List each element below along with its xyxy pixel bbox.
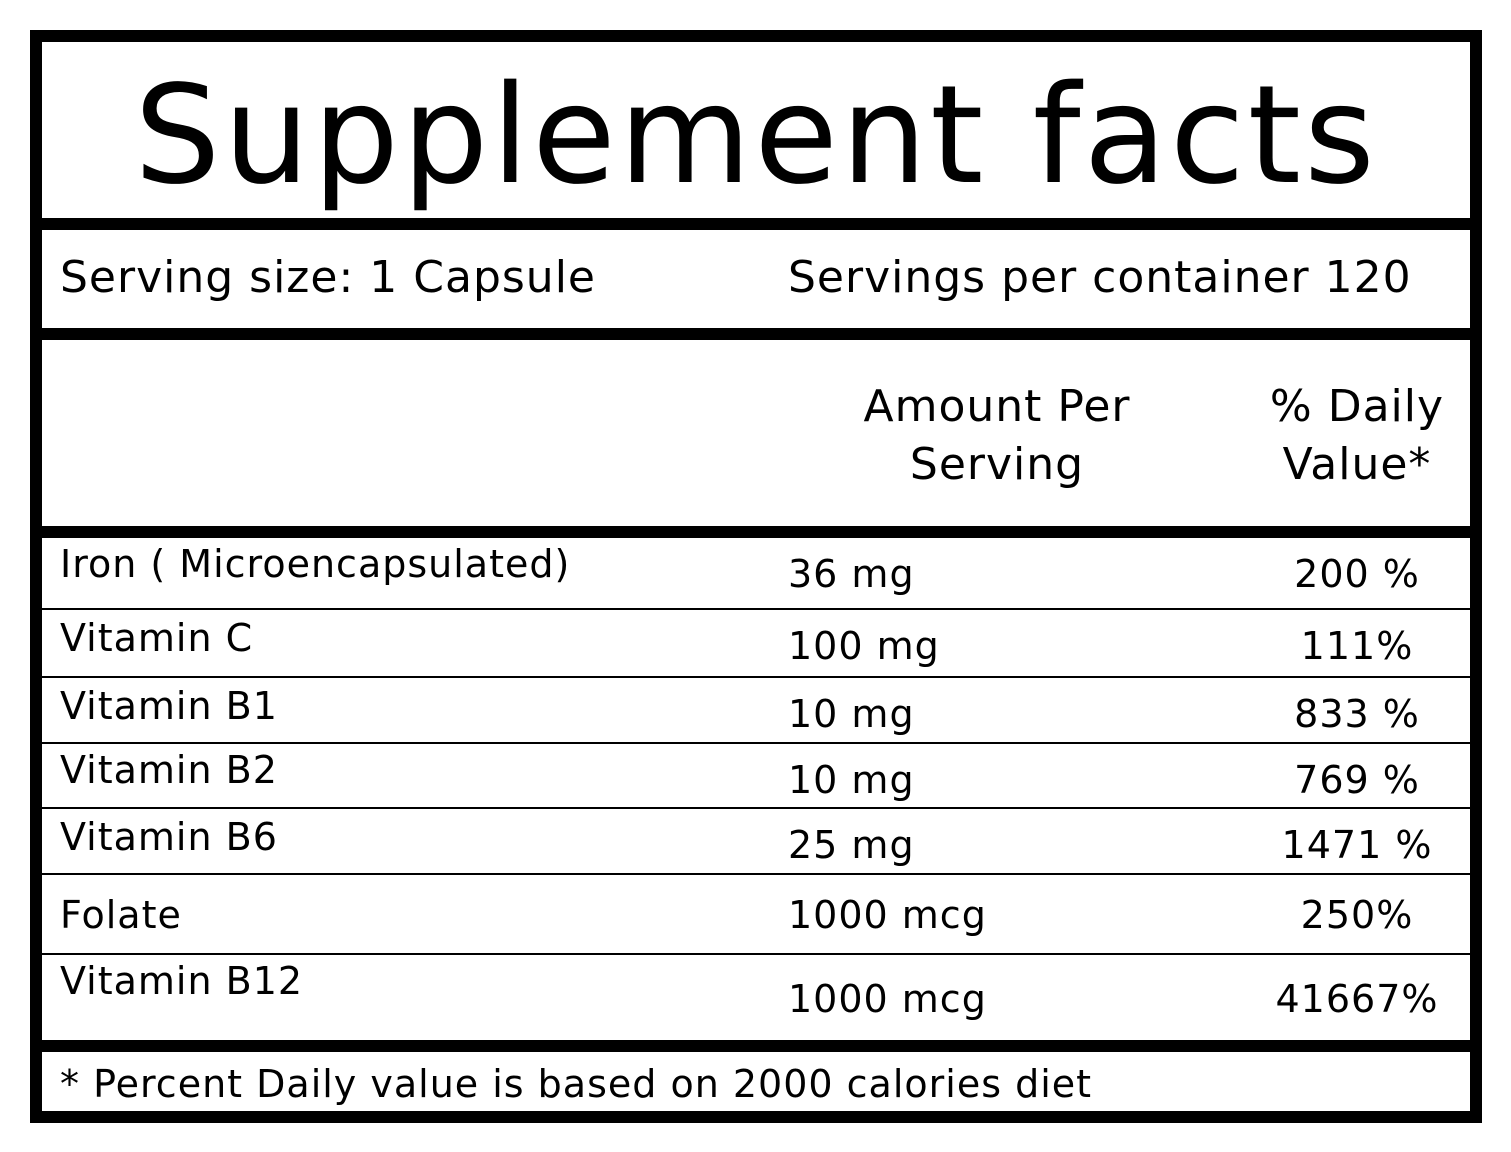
nutrient-name: Vitamin C (60, 616, 254, 660)
nutrient-name: Vitamin B6 (60, 815, 278, 859)
serving-size: Serving size: 1 Capsule (60, 252, 596, 303)
label-title: Supplement facts (134, 57, 1378, 215)
nutrient-amount: 100 mg (788, 624, 940, 668)
footnote-section: * Percent Daily value is based on 2000 c… (42, 1040, 1470, 1111)
table-row: Vitamin B12 1000 mcg 41667% (42, 955, 1470, 1040)
nutrient-daily-value: 250% (1300, 893, 1414, 937)
title-section: Supplement facts (42, 42, 1470, 230)
nutrient-amount: 10 mg (788, 692, 915, 736)
nutrient-name: Vitamin B1 (60, 684, 278, 728)
nutrient-daily-value: 1471 % (1281, 823, 1433, 867)
amount-per-serving-header: Amount Per Serving (817, 378, 1177, 494)
table-row: Vitamin C 100 mg 111% (42, 610, 1470, 678)
nutrient-name: Folate (60, 893, 182, 937)
table-row: Vitamin B6 25 mg 1471 % (42, 809, 1470, 875)
nutrient-name: Iron ( Microencapsulated) (60, 542, 571, 586)
nutrient-amount: 1000 mcg (788, 893, 987, 937)
nutrient-daily-value: 769 % (1294, 758, 1420, 802)
column-headers: Amount Per Serving % Daily Value* (42, 340, 1470, 538)
table-row: Vitamin B1 10 mg 833 % (42, 678, 1470, 744)
daily-value-header: % Daily Value* (1252, 378, 1462, 494)
amount-header-line-1: Amount Per (863, 381, 1131, 432)
amount-header-line-2: Serving (909, 439, 1085, 490)
nutrient-daily-value: 833 % (1294, 692, 1420, 736)
nutrient-name: Vitamin B12 (60, 959, 304, 1003)
nutrient-daily-value: 111% (1300, 624, 1414, 668)
supplement-facts-label: Supplement facts Serving size: 1 Capsule… (30, 30, 1482, 1123)
table-row: Vitamin B2 10 mg 769 % (42, 744, 1470, 809)
nutrient-amount: 36 mg (788, 552, 915, 596)
dv-header-line-2: Value* (1282, 439, 1432, 490)
table-row: Iron ( Microencapsulated) 36 mg 200 % (42, 538, 1470, 610)
servings-per-container: Servings per container 120 (788, 252, 1412, 303)
dv-header-line-1: % Daily (1269, 381, 1445, 432)
nutrient-amount: 1000 mcg (788, 977, 987, 1021)
nutrient-daily-value: 200 % (1294, 552, 1420, 596)
nutrient-amount: 10 mg (788, 758, 915, 802)
serving-info: Serving size: 1 Capsule Servings per con… (42, 230, 1470, 340)
nutrient-daily-value: 41667% (1275, 977, 1439, 1021)
nutrient-amount: 25 mg (788, 823, 915, 867)
nutrient-name: Vitamin B2 (60, 748, 278, 792)
table-row: Folate 1000 mcg 250% (42, 875, 1470, 955)
footnote: * Percent Daily value is based on 2000 c… (60, 1062, 1093, 1106)
